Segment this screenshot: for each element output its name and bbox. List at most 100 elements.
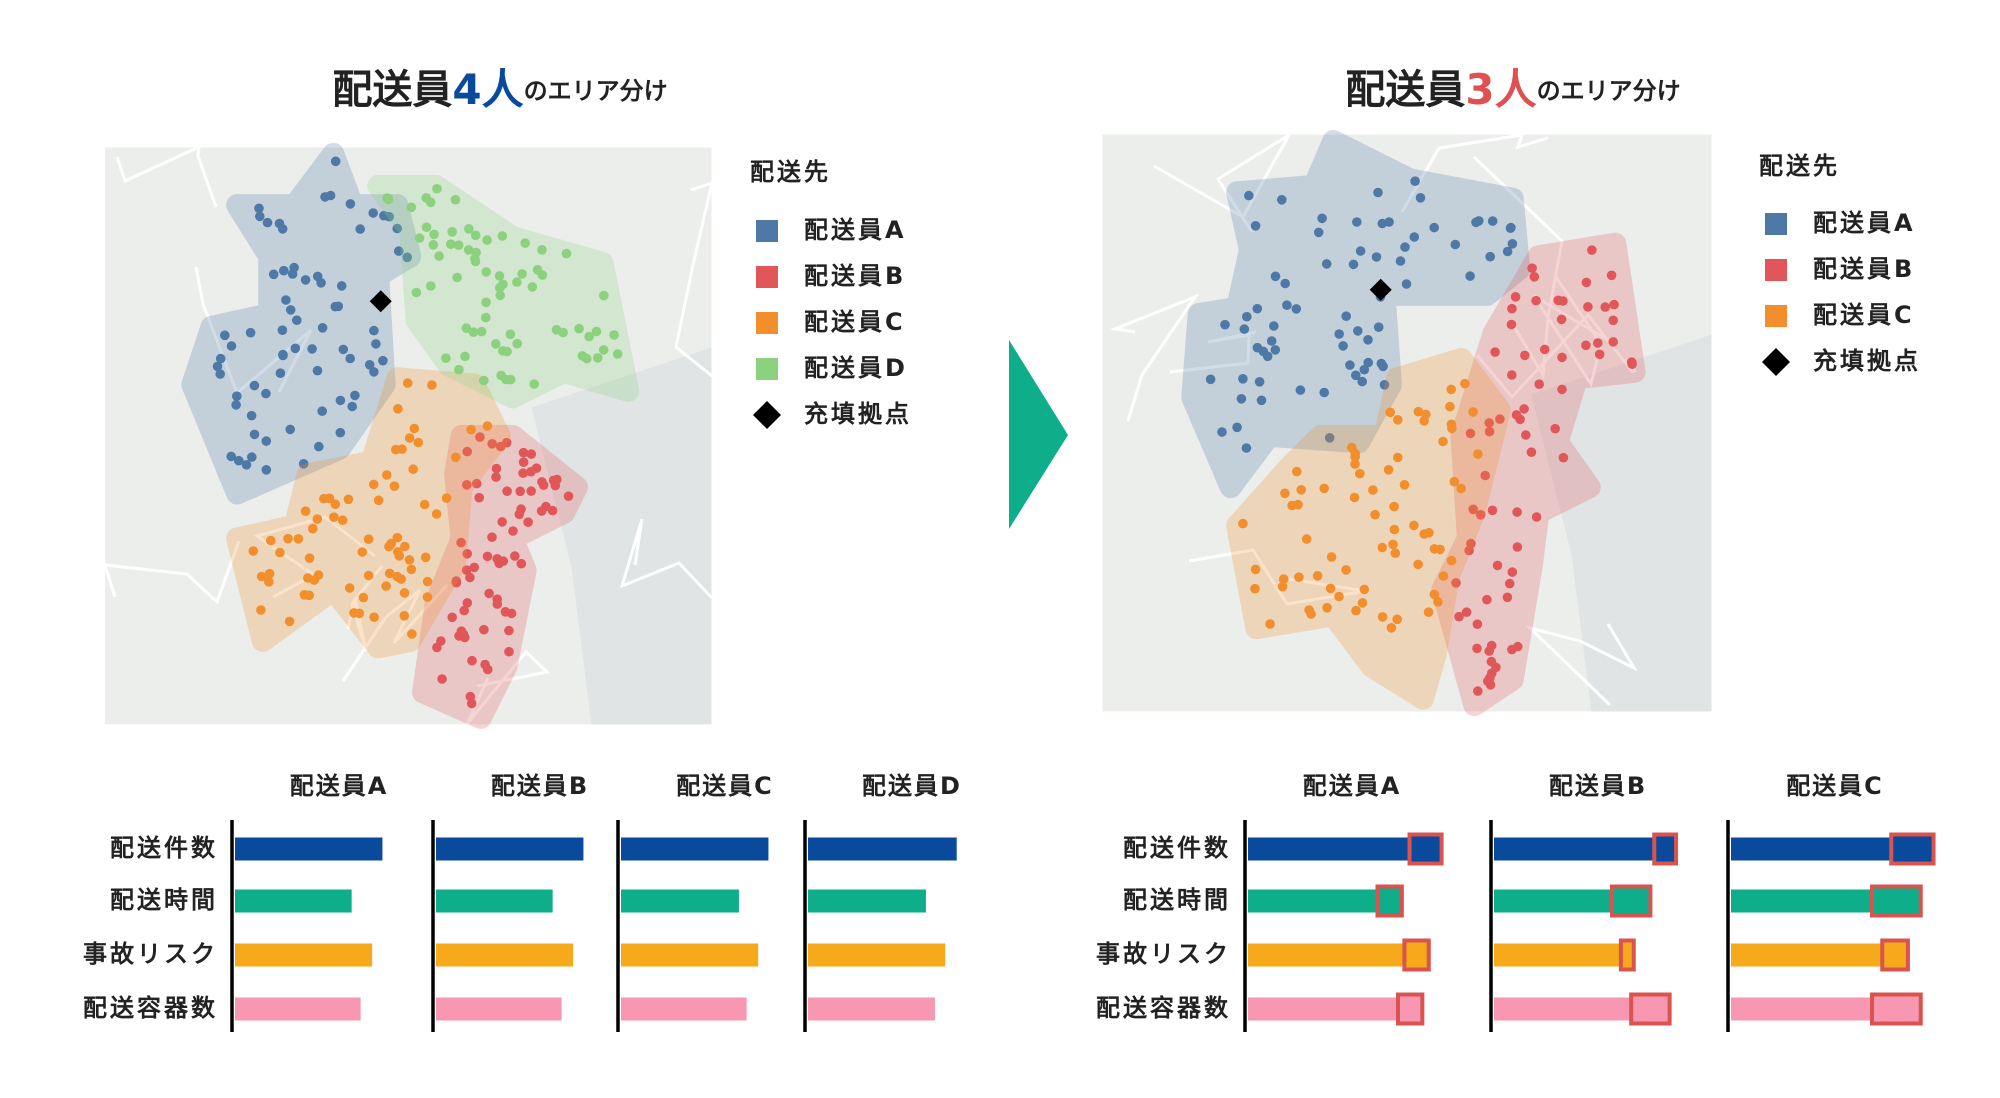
delivery-point [1461, 607, 1472, 617]
delivery-point [1269, 321, 1279, 331]
bar-base [1248, 837, 1410, 861]
delivery-point [429, 229, 439, 240]
delivery-point [1531, 295, 1541, 306]
delivery-point [504, 646, 514, 657]
delivery-point [1482, 594, 1492, 605]
delivery-point [1373, 322, 1384, 333]
delivery-point [1277, 195, 1287, 205]
bar [621, 837, 769, 861]
delivery-point [508, 526, 518, 536]
delivery-point [343, 494, 354, 505]
sea [1531, 334, 1712, 712]
delivery-point [290, 343, 301, 354]
delivery-point [1242, 311, 1252, 322]
delivery-point [469, 562, 480, 573]
delivery-point [399, 611, 410, 621]
delivery-point [427, 380, 437, 390]
sea [531, 347, 712, 725]
delivery-point [1295, 385, 1306, 395]
legend-title: 配送先 [750, 158, 831, 186]
bar-increase [1375, 884, 1404, 918]
delivery-point [404, 555, 415, 565]
delivery-point [1445, 401, 1455, 412]
bar-increase [1395, 992, 1425, 1026]
legend-label: 配送員A [1813, 209, 1916, 237]
delivery-point [330, 499, 341, 510]
hull [1431, 232, 1646, 717]
delivery-point [373, 495, 384, 506]
delivery-point [300, 275, 311, 285]
delivery-point [215, 369, 225, 379]
delivery-point [465, 691, 476, 702]
delivery-point [1529, 272, 1540, 282]
delivery-point [350, 390, 360, 401]
delivery-point [1558, 296, 1568, 306]
delivery-point [1435, 544, 1445, 555]
metric-label: 事故リスク [1096, 940, 1231, 968]
delivery-point [278, 350, 288, 361]
delivery-point [551, 325, 562, 335]
delivery-point [298, 459, 309, 469]
delivery-point [1377, 218, 1388, 229]
delivery-point [275, 547, 285, 558]
delivery-point [502, 346, 512, 357]
delivery-point [1371, 252, 1382, 262]
delivery-point [268, 269, 279, 280]
delivery-point [389, 481, 400, 492]
delivery-point [561, 248, 572, 259]
delivery-point [1232, 422, 1242, 433]
delivery-point [537, 245, 547, 255]
delivery-point [1484, 426, 1495, 437]
delivery-point [491, 463, 502, 474]
delivery-point [1465, 271, 1475, 281]
delivery-point [456, 537, 466, 548]
delivery-point [425, 197, 436, 208]
delivery-point [1280, 488, 1290, 499]
delivery-point [254, 211, 265, 222]
delivery-point [414, 233, 425, 243]
bar-base [1494, 837, 1655, 861]
delivery-point [492, 554, 503, 564]
delivery-point [363, 570, 374, 581]
delivery-point [1429, 222, 1439, 233]
bar [436, 889, 553, 913]
delivery-point [1409, 232, 1420, 242]
delivery-point [1456, 483, 1466, 494]
legend-label: 配送員B [804, 262, 906, 290]
courier-header: 配送員A [290, 772, 389, 800]
delivery-point [304, 553, 315, 563]
delivery-point [313, 570, 324, 580]
delivery-point [462, 480, 472, 490]
delivery-point [1512, 542, 1523, 552]
delivery-point [1550, 423, 1560, 434]
delivery-point [254, 203, 264, 214]
delivery-point [1393, 452, 1403, 463]
delivery-point [330, 156, 341, 167]
delivery-point [496, 370, 506, 381]
road [465, 649, 551, 725]
delivery-point [285, 305, 296, 315]
delivery-point [368, 208, 379, 218]
delivery-point [317, 406, 328, 417]
delivery-point [1370, 509, 1380, 520]
delivery-point [484, 588, 494, 599]
arrow [1009, 340, 1068, 529]
delivery-point [1363, 357, 1373, 368]
bar [621, 997, 747, 1021]
delivery-point [479, 375, 489, 386]
delivery-point [1581, 340, 1591, 351]
road [1524, 623, 1638, 707]
title-part: 配送員 [332, 67, 452, 113]
road [115, 144, 218, 208]
delivery-point [441, 493, 452, 503]
delivery-point [451, 452, 461, 463]
delivery-point [1495, 414, 1505, 424]
delivery-point [518, 457, 529, 468]
delivery-point [304, 590, 315, 601]
delivery-point [1502, 246, 1513, 257]
delivery-point [1531, 512, 1542, 522]
delivery-point [261, 436, 272, 446]
area-hull [1431, 232, 1646, 717]
delivery-point [441, 353, 451, 364]
delivery-point [574, 323, 584, 334]
